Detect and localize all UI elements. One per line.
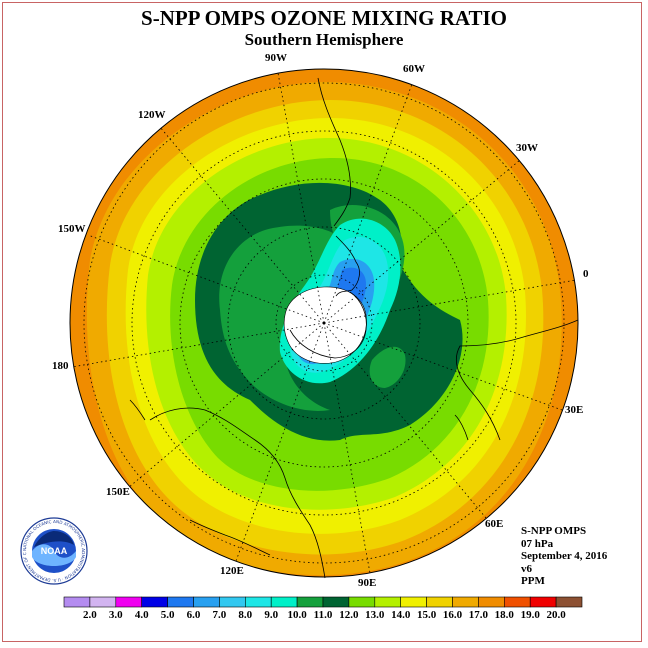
- colorbar-label: 2.0: [83, 609, 97, 621]
- colorbar-swatch: [193, 596, 220, 608]
- colorbar-label: 10.0: [287, 609, 307, 621]
- field-band-11c: [369, 346, 406, 388]
- colorbar-swatch: [89, 596, 117, 608]
- colorbar-label: 12.0: [339, 609, 359, 621]
- info-level: 07 hPa: [521, 537, 554, 550]
- colorbar-swatch: [322, 596, 350, 608]
- colorbar-label: 3.0: [109, 609, 123, 621]
- colorbar-label: 9.0: [264, 609, 278, 621]
- latitude-circle-70s: [227, 226, 421, 420]
- colorbar-swatches: [63, 596, 583, 608]
- colorbar-swatch: [348, 596, 376, 608]
- coastline-south-america: [317, 77, 351, 227]
- meridian-30e: [323, 322, 563, 411]
- lon-label-30e: 30E: [565, 404, 584, 416]
- lon-label-90w: 90W: [265, 52, 287, 64]
- colorbar-swatch: [478, 596, 505, 608]
- noaa-logo: NATIONAL OCEANIC AND ATMOSPHERIC ADMINIS…: [20, 517, 88, 585]
- colorbar-label: 13.0: [365, 609, 385, 621]
- colorbar-label: 5.0: [161, 609, 175, 621]
- colorbar-label: 6.0: [187, 609, 201, 621]
- meridian-60w: [323, 83, 413, 324]
- map-title: S-NPP OMPS OZONE MIXING RATIO: [141, 6, 507, 30]
- coastlines: [129, 77, 579, 579]
- info-block: S-NPP OMPS 07 hPa September 4, 2016 v6 P…: [521, 525, 607, 588]
- colorbar-swatch: [141, 596, 168, 608]
- coastline-australia: [149, 407, 326, 579]
- coastline-madagascar: [454, 414, 469, 441]
- graticule: [71, 72, 577, 574]
- colorbar-swatch: [452, 596, 479, 608]
- lon-label-90e: 90E: [358, 577, 377, 589]
- meridian-120e: [235, 322, 325, 562]
- info-version: v6: [521, 562, 532, 575]
- coastline-africa: [456, 319, 579, 441]
- coastline-indonesia: [189, 519, 271, 556]
- colorbar-swatch: [245, 596, 272, 608]
- colorbar-swatch: [529, 596, 557, 608]
- colorbar-swatch: [63, 596, 91, 608]
- lon-label-120e: 120E: [220, 565, 244, 577]
- colorbar-swatch: [296, 596, 324, 608]
- lon-label-150w: 150W: [58, 223, 86, 235]
- latitude-circle-60s: [179, 178, 469, 468]
- lon-label-0: 0: [583, 268, 589, 280]
- latitude-circle-80s: [275, 274, 373, 372]
- colorbar-label: 17.0: [469, 609, 489, 621]
- colorbar-swatch: [400, 596, 427, 608]
- colorbar-label: 19.0: [521, 609, 541, 621]
- no-data-region: [283, 286, 367, 364]
- meridian-120w: [159, 126, 325, 324]
- ozone-field: [70, 69, 578, 577]
- latitude-circle-40s: [83, 82, 565, 564]
- colorbar-label: 4.0: [135, 609, 149, 621]
- colorbar-swatch: [503, 596, 531, 608]
- colorbar-labels: 2.0 3.0 4.0 5.0 6.0 7.0 8.0 9.0 10.0 11.0 12.0 13.0…: [83, 609, 566, 621]
- colorbar-label: 16.0: [443, 609, 463, 621]
- colorbar-label: 20.0: [546, 609, 566, 621]
- map-boundary: [69, 68, 579, 578]
- colorbar-swatch: [167, 596, 194, 608]
- lon-label-60e: 60E: [485, 518, 504, 530]
- meridian-60e: [323, 322, 487, 519]
- colorbar-label: 11.0: [314, 609, 333, 621]
- meridian-90w: [277, 72, 325, 324]
- colorbar-label: 8.0: [238, 609, 252, 621]
- colorbar-label: 7.0: [213, 609, 227, 621]
- coastline-new-zealand: [129, 399, 146, 421]
- meridian-150w: [87, 234, 325, 324]
- coastline-antarctica: [289, 291, 367, 359]
- latitude-circle-50s: [131, 130, 517, 516]
- colorbar-swatch: [219, 596, 246, 608]
- lon-label-120w: 120W: [138, 109, 166, 121]
- info-product: S-NPP OMPS: [521, 525, 587, 537]
- colorbar-swatch: [426, 596, 453, 608]
- lon-label-150e: 150E: [106, 486, 130, 498]
- map-subtitle: Southern Hemisphere: [244, 30, 404, 49]
- lon-label-60w: 60W: [403, 63, 425, 75]
- noaa-logo-text: NOAA: [41, 546, 68, 556]
- figure-frame: [2, 2, 642, 642]
- colorbar-label: 15.0: [417, 609, 437, 621]
- info-date: September 4, 2016: [521, 550, 608, 562]
- colorbar-swatch: [374, 596, 401, 608]
- colorbar-swatch: [555, 596, 583, 608]
- colorbar-swatch: [270, 596, 298, 608]
- info-units: PPM: [521, 575, 545, 587]
- lon-label-30w: 30W: [516, 142, 538, 154]
- meridian-90e: [323, 322, 371, 574]
- colorbar-swatch: [115, 596, 143, 608]
- colorbar-label: 18.0: [495, 609, 515, 621]
- meridian-30w: [323, 159, 521, 324]
- south-pole-marker: [322, 321, 326, 325]
- coastline-antarctic-peninsula: [335, 235, 360, 297]
- lon-label-180: 180: [52, 360, 69, 372]
- colorbar-label: 14.0: [391, 609, 411, 621]
